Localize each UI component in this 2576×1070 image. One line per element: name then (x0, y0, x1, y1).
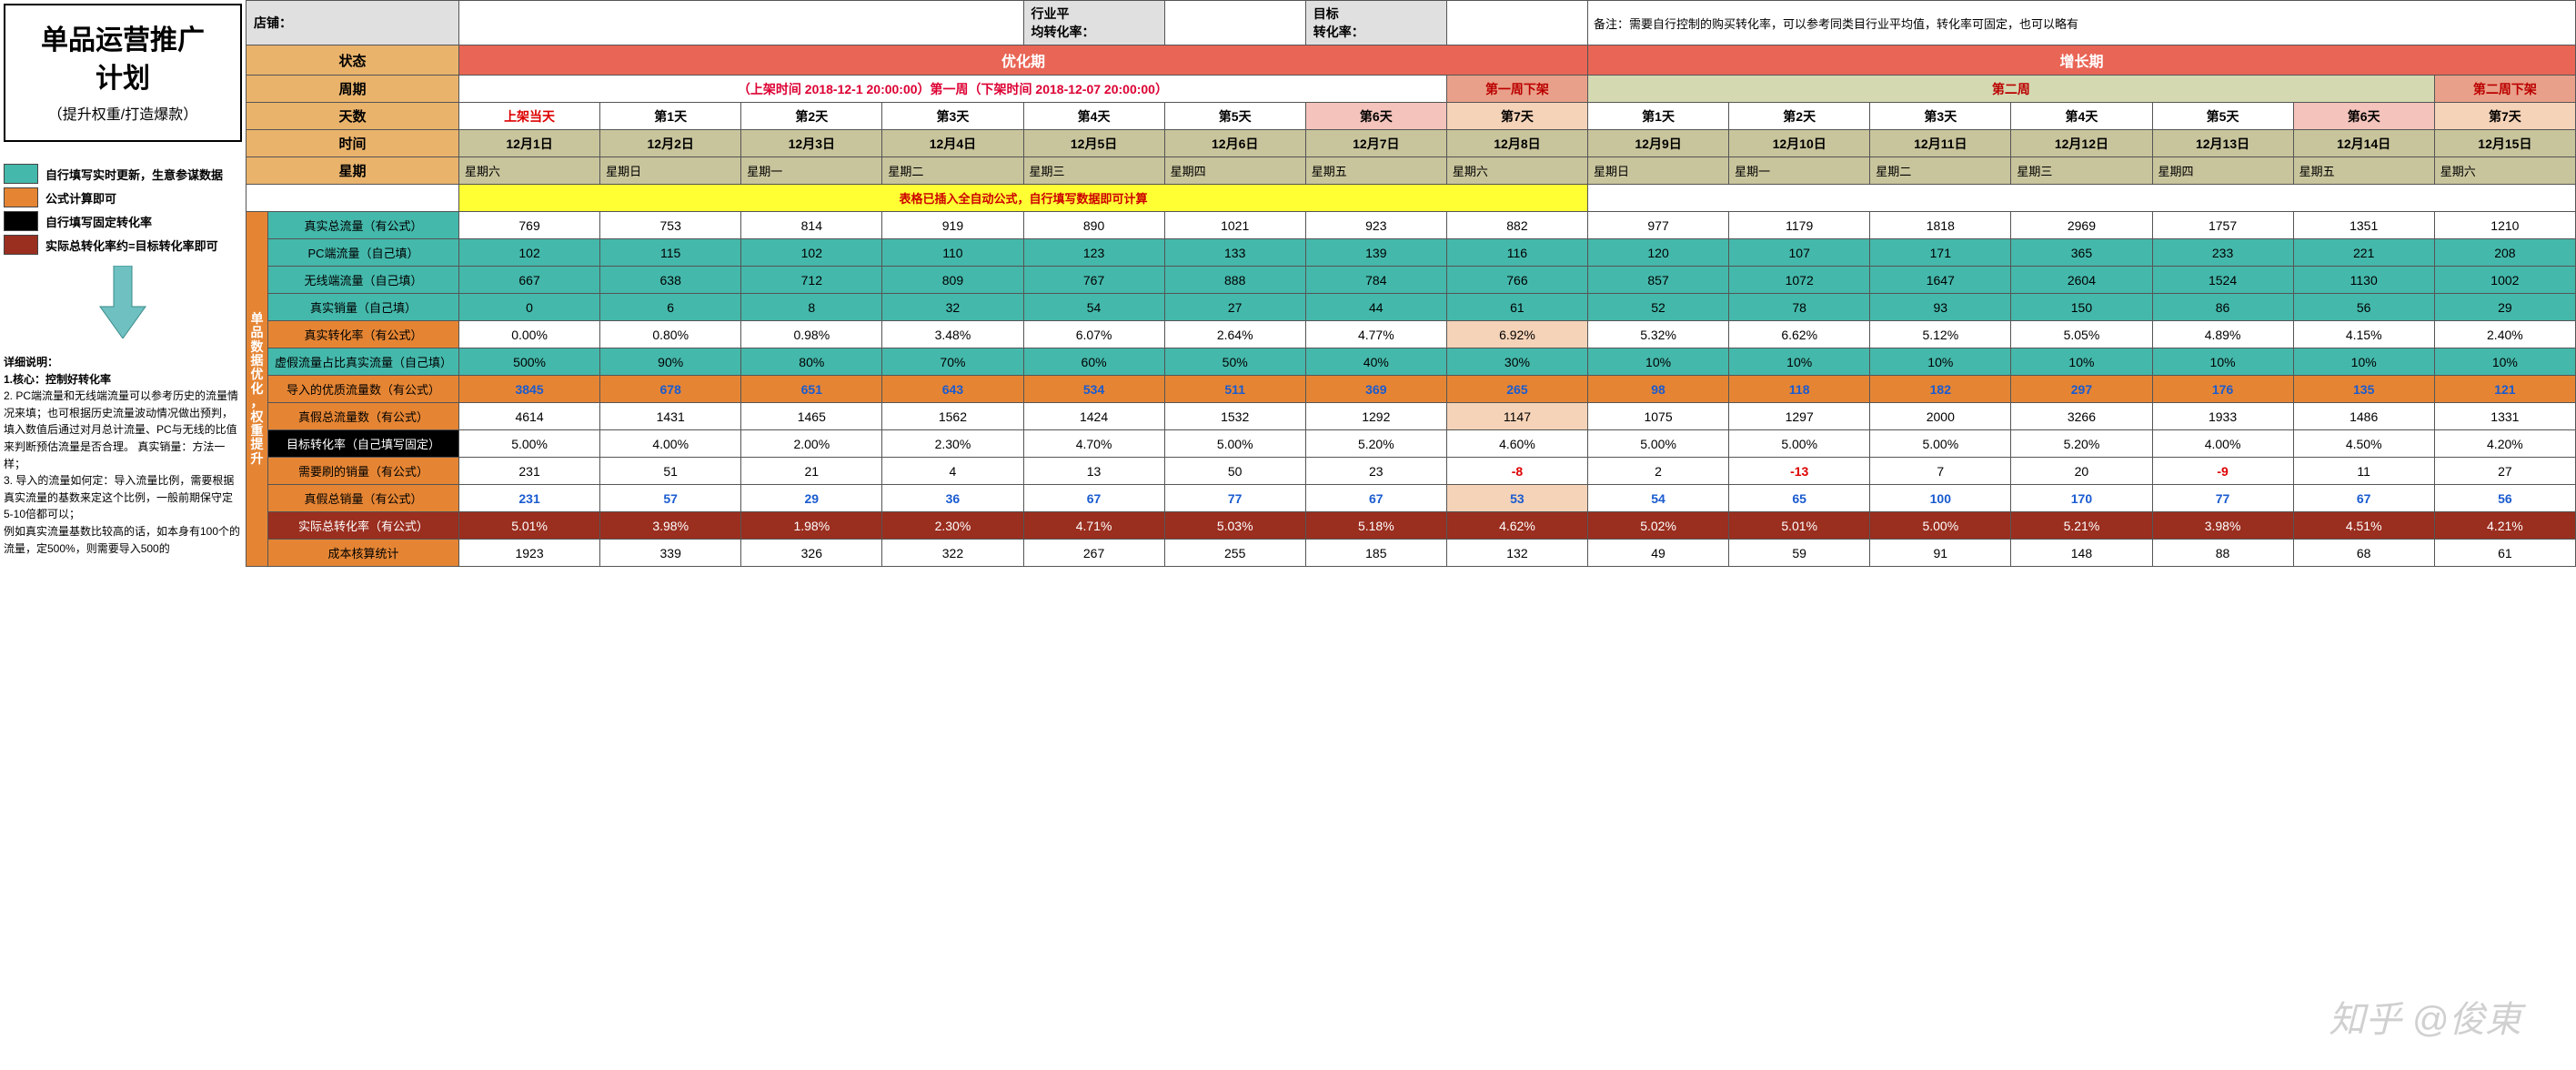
legend-text: 公式计算即可 (45, 189, 116, 207)
notes-l4: 例如真实流量基数比较高的话，如本身有100个的流量，定500%，则需要导入500… (4, 525, 240, 555)
title-sub: （提升权重/打造爆款） (11, 102, 235, 124)
legend-row: 公式计算即可 (4, 187, 242, 207)
notes-l1: 1.核心：控制好转化率 (4, 373, 111, 386)
title-box: 单品运营推广 计划 （提升权重/打造爆款） (4, 4, 242, 142)
legend-row: 实际总转化率约=目标转化率即可 (4, 235, 242, 255)
notes: 详细说明： 1.核心：控制好转化率 2. PC端流量和无线端流量可以参考历史的流… (4, 354, 242, 557)
legend-text: 实际总转化率约=目标转化率即可 (45, 237, 218, 254)
notes-l2: 2. PC端流量和无线端流量可以参考历史的流量情况来填；也可根据历史流量波动情况… (4, 389, 238, 469)
legend-swatch (4, 187, 38, 207)
legend-text: 自行填写固定转化率 (45, 213, 152, 230)
plan-table: 店铺：行业平均转化率：目标转化率：备注：需要自行控制的购买转化率，可以参考同类目… (246, 0, 2576, 567)
watermark: 知乎 @俊東 (2329, 990, 2521, 1043)
legend-swatch (4, 164, 38, 184)
legend-row: 自行填写固定转化率 (4, 211, 242, 231)
legend-text: 自行填写实时更新，生意参谋数据 (45, 166, 223, 183)
down-arrow-icon (4, 266, 242, 341)
legend: 自行填写实时更新，生意参谋数据公式计算即可自行填写固定转化率实际总转化率约=目标… (4, 164, 242, 255)
legend-swatch (4, 235, 38, 255)
legend-row: 自行填写实时更新，生意参谋数据 (4, 164, 242, 184)
title-line2: 计划 (11, 60, 235, 98)
legend-swatch (4, 211, 38, 231)
title-line1: 单品运营推广 (11, 22, 235, 60)
notes-l3: 3. 导入的流量如何定：导入流量比例，需要根据真实流量的基数来定这个比例，一般前… (4, 474, 234, 520)
notes-h: 详细说明： (4, 356, 58, 368)
